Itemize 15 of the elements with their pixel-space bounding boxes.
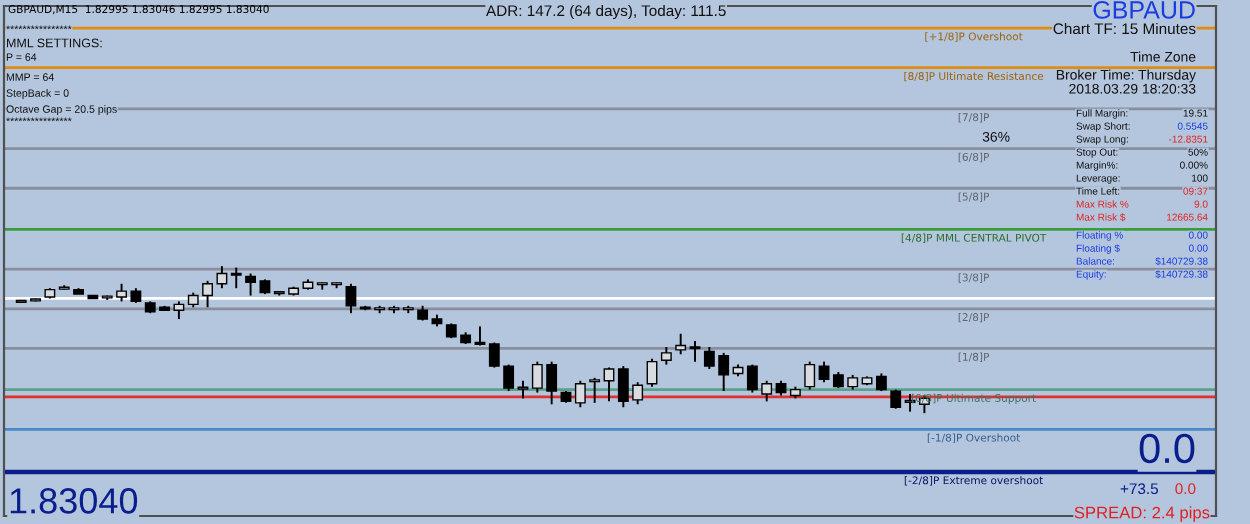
candlestick	[230, 266, 242, 290]
text: SPREAD: 2.4 pips	[1074, 506, 1210, 522]
candlestick	[646, 357, 658, 388]
candlestick	[345, 282, 357, 315]
text: 0.0	[1139, 433, 1195, 464]
text: GBPAUD	[1093, 1, 1195, 19]
candlestick	[574, 379, 586, 409]
candlestick	[675, 332, 687, 356]
candlestick	[689, 340, 701, 363]
candlestick	[474, 325, 486, 347]
candlestick	[804, 360, 816, 391]
candlestick	[589, 376, 601, 404]
text: 1.83040	[10, 488, 138, 514]
candlestick	[818, 360, 830, 384]
candlestick	[603, 366, 615, 403]
